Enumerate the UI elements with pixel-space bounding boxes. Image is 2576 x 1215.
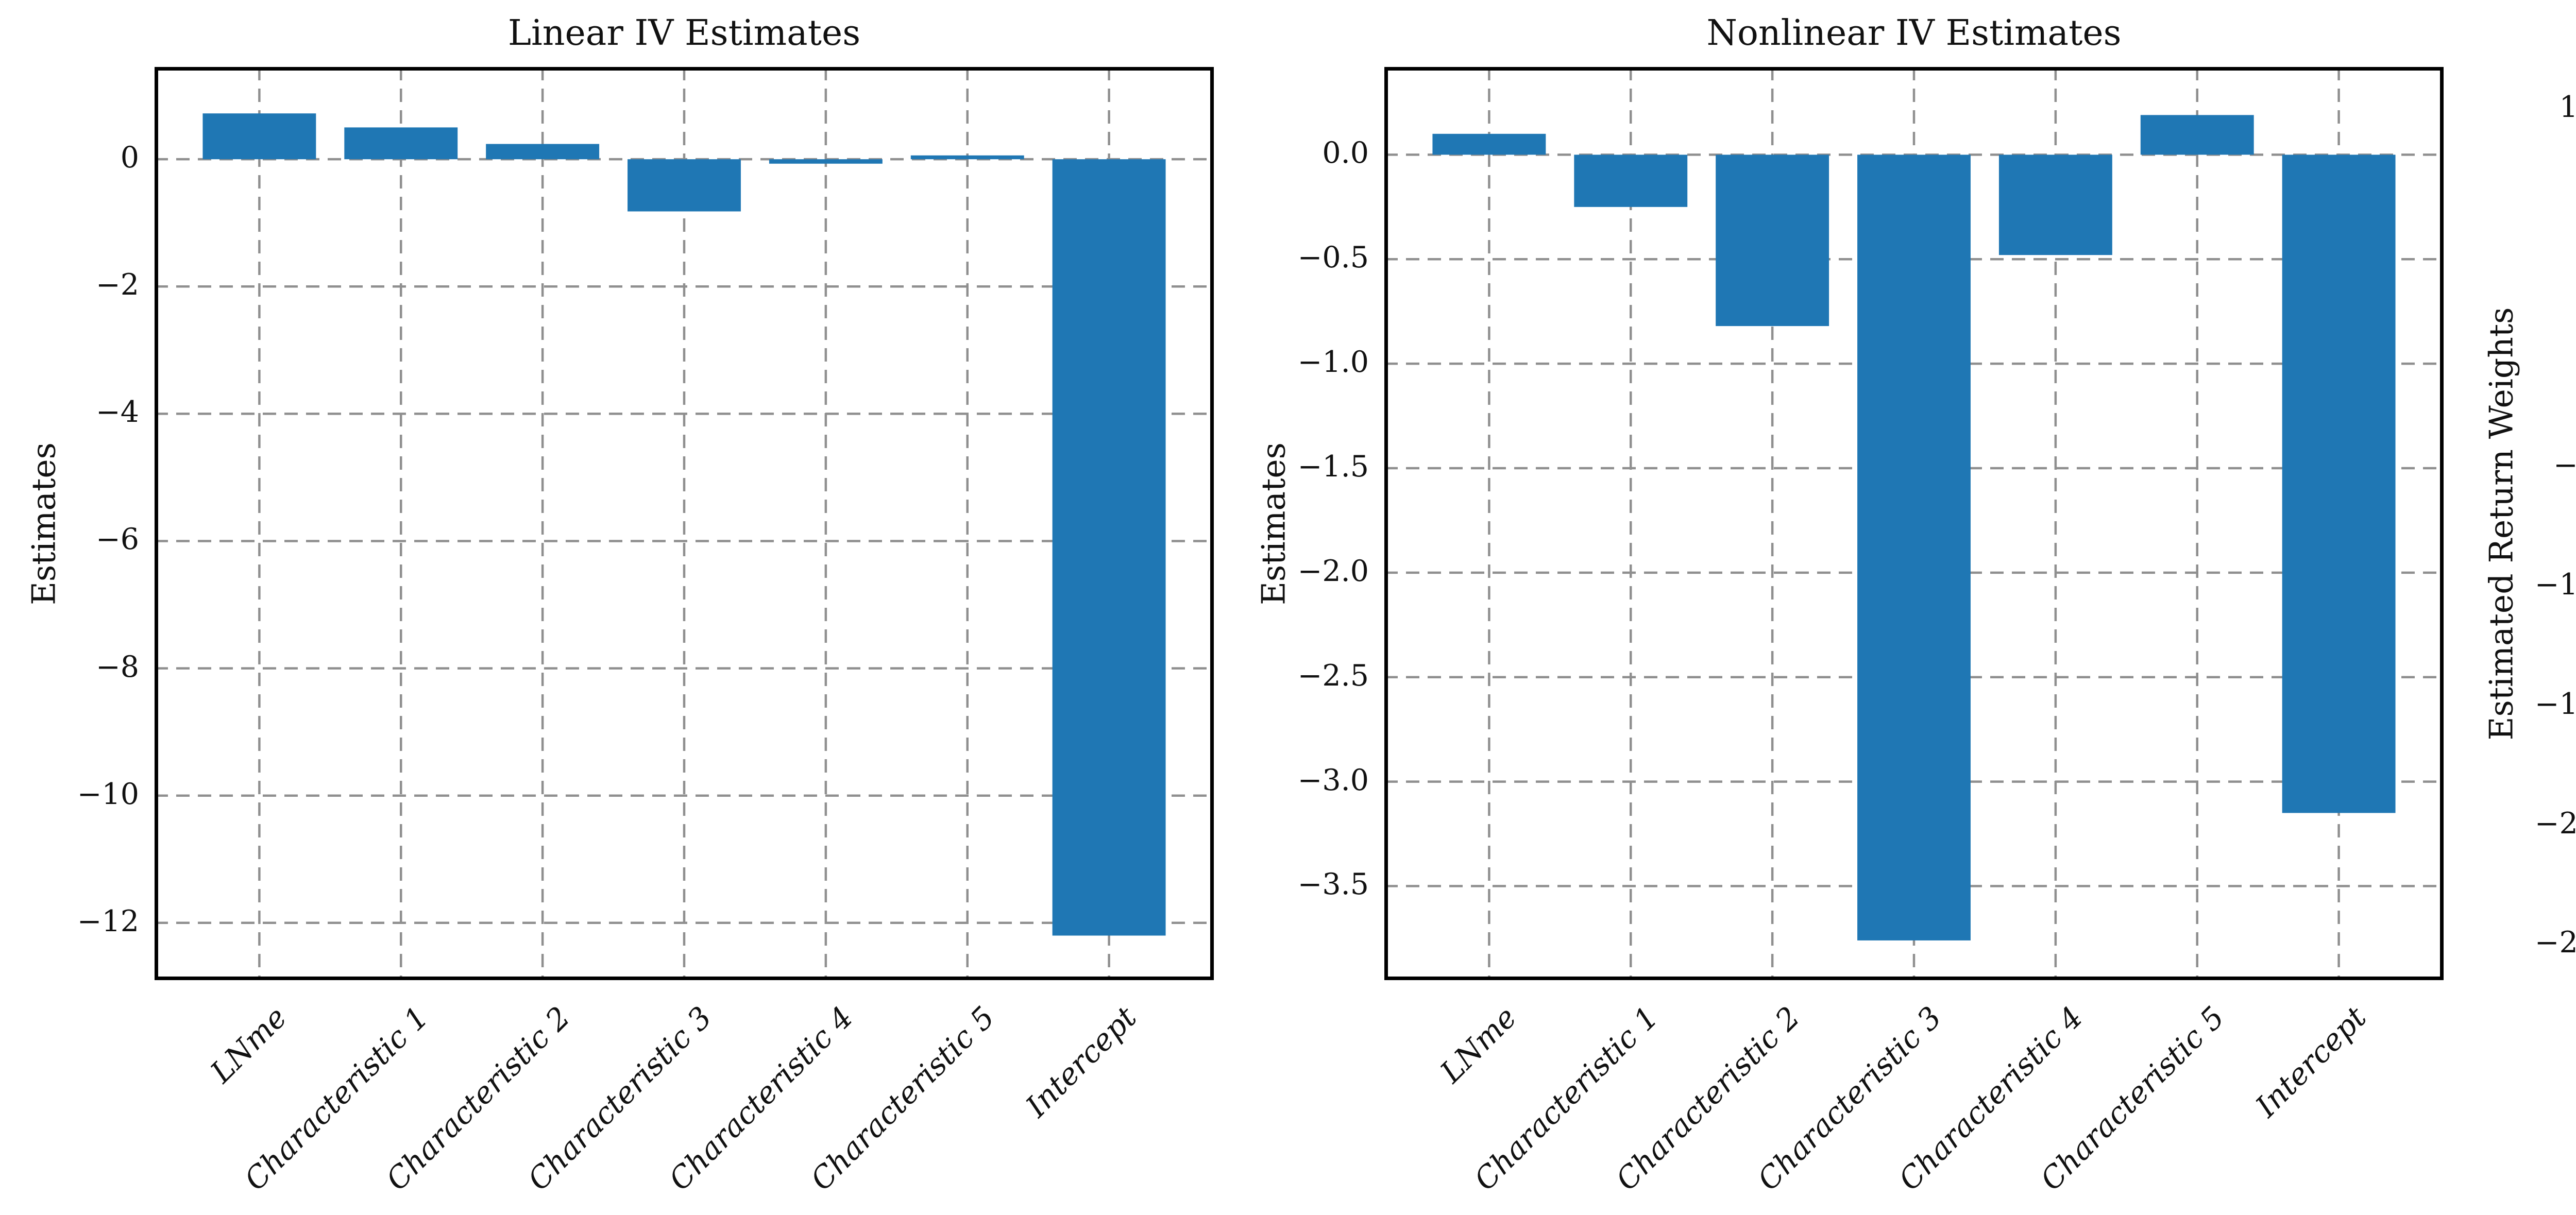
y-tick-label: −10 [77, 777, 139, 811]
category-tick-label: LNme [204, 1000, 294, 1090]
bar-characteristic-4 [769, 159, 883, 164]
bar-characteristic-2 [1716, 155, 1829, 327]
category-tick-label: Intercept [1019, 1000, 1143, 1124]
axes-frame [155, 67, 1214, 980]
y-tick-label: −6 [95, 522, 139, 557]
y-tick-label: −25 [2534, 926, 2576, 960]
bar-plot-area [1384, 67, 2444, 980]
y-tick-label: −15 [2534, 687, 2576, 721]
y-tick-label: 5 [2391, 210, 2576, 244]
y-tick-label: −3.0 [1297, 763, 1369, 797]
y-tick-label: 0 [120, 141, 139, 175]
y-tick-label: −2.0 [1297, 554, 1369, 588]
axes-frame [1384, 67, 2444, 980]
bar-plot-area [155, 67, 1214, 980]
bar-intercept [1052, 159, 1166, 936]
bar-characteristic-1 [344, 127, 458, 160]
bar-characteristic-3 [628, 159, 741, 212]
y-tick-label: −2 [95, 268, 139, 302]
scatter-chart-me-vs-weights: Log Market Equity vs Estimated Return We… [2458, 0, 2576, 1215]
chart-title: Nonlinear IV Estimates [1706, 13, 2122, 54]
y-tick-label: 0 [2391, 329, 2576, 363]
y-tick-label: −2.5 [1297, 658, 1369, 693]
bar-chart-linear-iv: Linear IV Estimates Estimates 0 −2 −4 −6 −8 −10… [0, 0, 1257, 1215]
y-tick-label: −1.5 [1297, 449, 1369, 484]
bar-characteristic-5 [2140, 115, 2254, 155]
bar-characteristic-1 [1574, 155, 1688, 207]
bar-intercept [2282, 155, 2396, 813]
y-tick-label: −4 [95, 395, 139, 430]
category-tick-label: LNme [1433, 1000, 1523, 1090]
y-tick-label: −12 [77, 904, 139, 938]
y-tick-label: −20 [2534, 806, 2576, 841]
y-tick-label: −10 [2534, 568, 2576, 602]
bar-lnme [202, 113, 316, 160]
bar-chart-nonlinear-iv: Nonlinear IV Estimates Estimates 0.0 −0.5 −1… [1231, 0, 2447, 1215]
y-tick-label: −3.5 [1297, 867, 1369, 902]
chart-title: Linear IV Estimates [507, 13, 861, 54]
y-tick-label: −5 [2553, 448, 2576, 483]
y-tick-label: −8 [95, 649, 139, 684]
category-tick-label: Intercept [2248, 1000, 2373, 1124]
y-tick-label: −1.0 [1297, 345, 1369, 380]
y-tick-label: 10 [2559, 90, 2576, 125]
bar-lnme [1432, 133, 1546, 155]
bar-characteristic-4 [1998, 155, 2112, 255]
bar-characteristic-5 [910, 155, 1024, 160]
y-tick-label: 0.0 [1322, 136, 1369, 170]
y-tick-label: −0.5 [1297, 241, 1369, 275]
y-axis-label: Estimated Return Weights [2482, 307, 2520, 740]
bar-characteristic-2 [486, 144, 600, 160]
bar-characteristic-3 [1857, 155, 1971, 940]
